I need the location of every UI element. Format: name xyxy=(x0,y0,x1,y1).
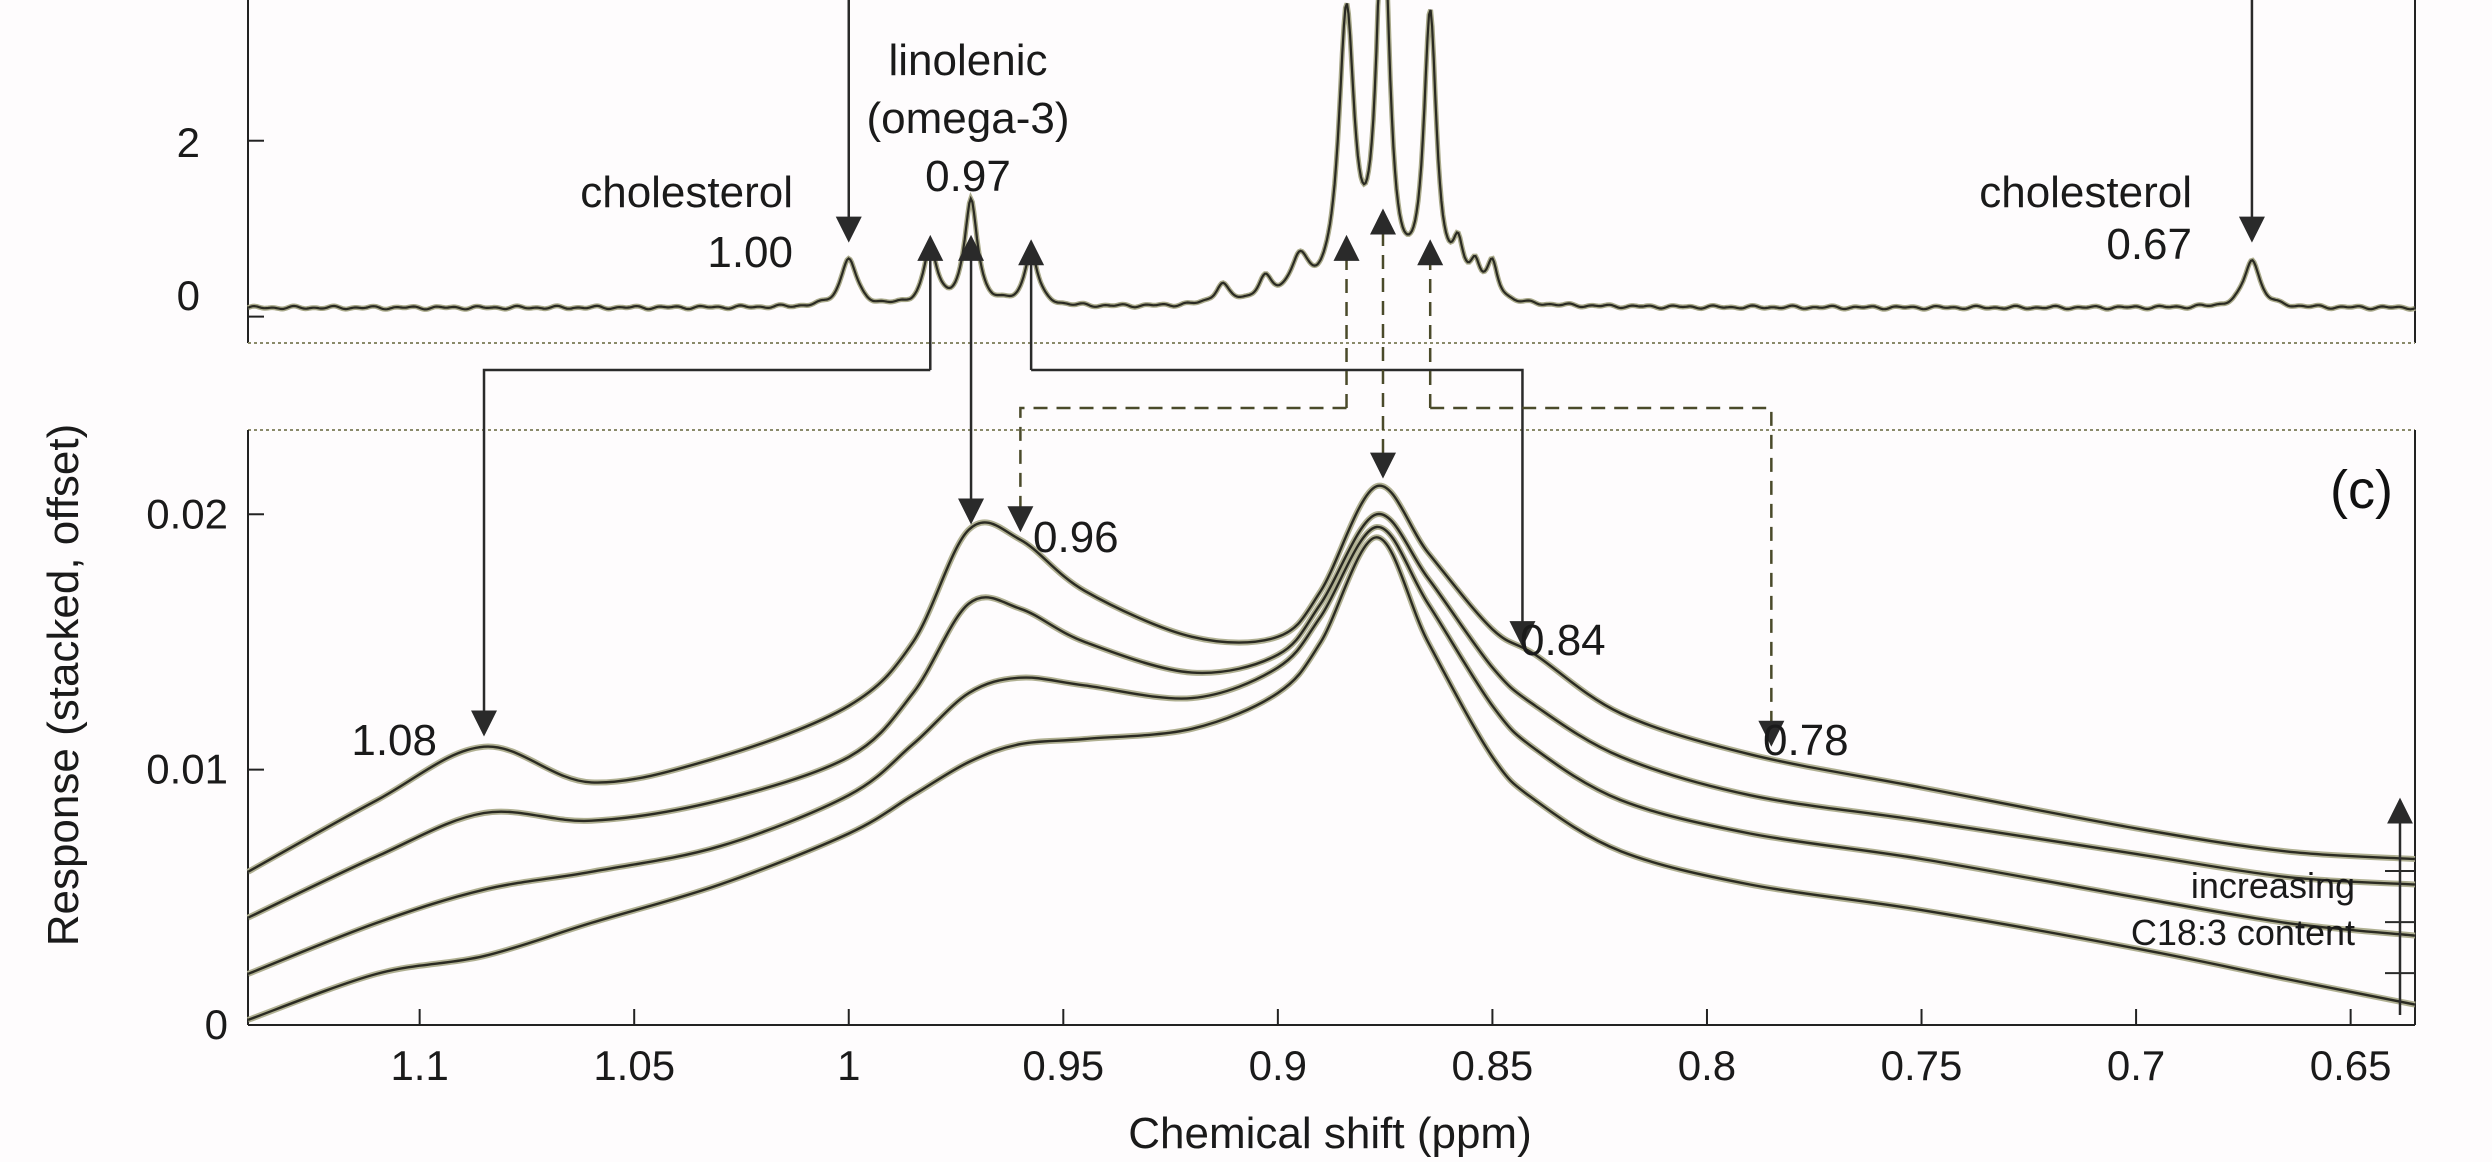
peak-label-096: 0.96 xyxy=(1033,513,1119,562)
top-ytick-label-0: 0 xyxy=(177,272,200,319)
series-0-halo xyxy=(246,482,2416,875)
xtick-label-0: 1.1 xyxy=(390,1042,448,1089)
cholesterol-right-value: 0.67 xyxy=(2106,220,2192,269)
linolenic-label: linolenic xyxy=(889,36,1048,85)
peak-label-108: 1.08 xyxy=(351,716,437,765)
xtick-label-8: 0.7 xyxy=(2107,1042,2165,1089)
xtick-label-5: 0.85 xyxy=(1452,1042,1534,1089)
peak-label-084: 0.84 xyxy=(1520,616,1606,665)
trend-note-line2: C18:3 content xyxy=(2131,912,2355,953)
ytick-label-1: 0.01 xyxy=(146,746,228,793)
series-3-line xyxy=(247,536,2416,1022)
trend-note-line1: increasing xyxy=(2191,865,2355,906)
xtick-label-3: 0.95 xyxy=(1022,1042,1104,1089)
connector-084 xyxy=(1031,368,1536,648)
cholesterol-right-label: cholesterol xyxy=(1979,168,2192,217)
series-2-line xyxy=(247,525,2416,976)
xtick-label-9: 0.65 xyxy=(2310,1042,2392,1089)
series-2-halo xyxy=(246,524,2416,977)
top-panel xyxy=(247,0,2416,344)
xtick-label-7: 0.75 xyxy=(1881,1042,1963,1089)
xtick-label-1: 1.05 xyxy=(593,1042,675,1089)
cholesterol-left-label: cholesterol xyxy=(580,168,793,217)
peak-connectors xyxy=(471,208,1785,747)
y-axis-title: Response (stacked, offset) xyxy=(39,424,88,947)
series-0-line xyxy=(247,484,2416,873)
xtick-label-4: 0.9 xyxy=(1249,1042,1307,1089)
bottom-panel: 0 0.01 0.02 1.1 1.05 1 0.95 0.9 0.85 0.8 0.75 0.7 0.… xyxy=(146,429,2416,1089)
omega3-label: (omega-3) xyxy=(867,94,1070,143)
linolenic-value: 0.97 xyxy=(925,152,1011,201)
series-1-line xyxy=(247,513,2416,919)
xtick-label-2: 1 xyxy=(837,1042,860,1089)
xtick-label-6: 0.8 xyxy=(1678,1042,1736,1089)
x-axis-title: Chemical shift (ppm) xyxy=(1128,1109,1531,1158)
ytick-label-2: 0.02 xyxy=(146,490,228,537)
top-spectrum-halo xyxy=(247,0,2416,312)
panel-label: (c) xyxy=(2330,460,2393,520)
connector-096 xyxy=(1007,406,1347,533)
cholesterol-left-value: 1.00 xyxy=(707,228,793,277)
connector-108 xyxy=(471,368,931,737)
bottom-plot-area xyxy=(248,430,2415,1025)
ytick-label-0: 0 xyxy=(205,1001,228,1048)
top-spectrum-line xyxy=(247,0,2416,311)
peak-label-078: 0.78 xyxy=(1763,716,1849,765)
connector-078 xyxy=(1430,406,1785,747)
top-ytick-label-2: 2 xyxy=(177,119,200,166)
